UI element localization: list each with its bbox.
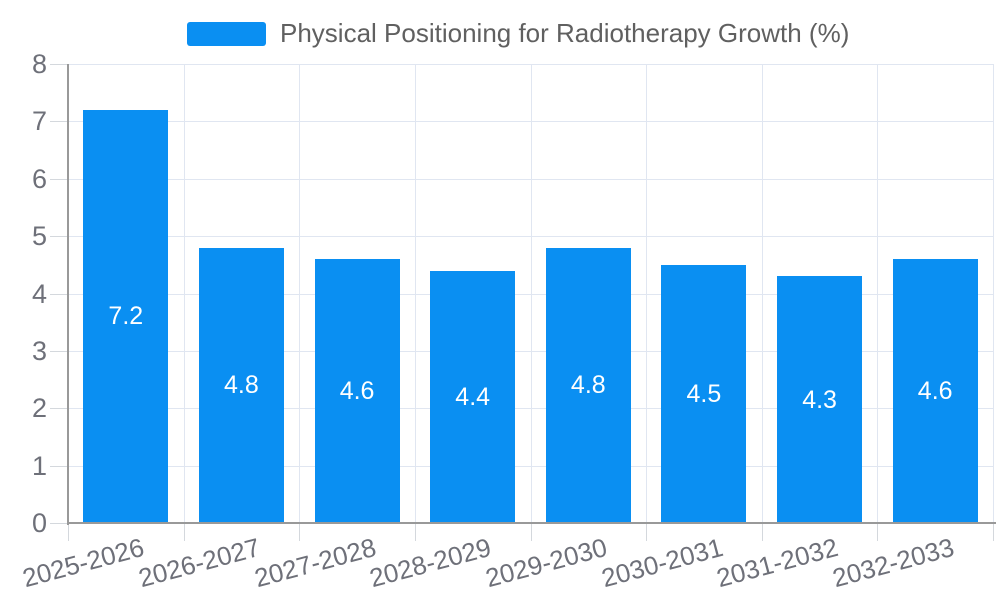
y-axis-tick-label: 4: [31, 278, 47, 309]
v-gridline: [993, 64, 994, 523]
x-axis-tick-label: 2029-2030: [482, 532, 611, 594]
x-axis-tick-label: 2025-2026: [19, 532, 148, 594]
x-axis-tick: [414, 523, 416, 541]
x-axis-tick-label: 2027-2028: [251, 532, 379, 594]
y-axis-line: [67, 64, 69, 525]
x-axis-tick-label: 2032-2033: [829, 532, 957, 594]
bar-2025-2026[interactable]: [83, 109, 169, 523]
v-gridline: [414, 64, 416, 523]
v-gridline: [183, 64, 185, 523]
v-gridline: [299, 64, 301, 523]
y-axis-tick-label: 8: [31, 49, 47, 79]
bar-2026-2027[interactable]: [198, 247, 284, 523]
x-axis-tick: [299, 523, 301, 541]
bar-2031-2032[interactable]: [777, 276, 863, 523]
v-gridline: [761, 64, 763, 523]
y-axis-tick: [50, 465, 68, 467]
y-axis-tick: [50, 293, 68, 295]
y-axis-tick: [50, 408, 68, 410]
y-axis-tick-label: 2: [31, 393, 47, 424]
x-axis-tick: [530, 523, 532, 541]
y-axis-tick: [50, 64, 68, 65]
y-axis-tick-label: 5: [31, 221, 47, 252]
bar-2027-2028[interactable]: [314, 259, 400, 523]
v-gridline: [877, 64, 879, 523]
x-axis-tick: [877, 523, 879, 541]
y-axis-tick-label: 3: [31, 335, 47, 366]
x-axis-tick: [183, 523, 185, 541]
x-axis-tick: [646, 523, 648, 541]
bar-value-label: 4.3: [802, 385, 837, 414]
legend-swatch-icon: [187, 21, 266, 46]
bar-value-label: 4.5: [686, 379, 722, 408]
x-axis-tick-label: 2028-2029: [366, 532, 495, 594]
y-axis-tick-label: 1: [31, 450, 47, 481]
v-gridline: [646, 64, 648, 523]
bar-2032-2033[interactable]: [892, 259, 978, 523]
bar-value-label: 7.2: [108, 302, 144, 331]
chart-legend[interactable]: Physical Positioning for Radiotherapy Gr…: [187, 18, 849, 49]
y-axis-tick: [50, 350, 68, 352]
x-axis-tick: [761, 523, 763, 541]
bar-2028-2029[interactable]: [430, 270, 516, 523]
y-axis-tick: [50, 523, 68, 524]
bar-value-label: 4.6: [917, 377, 953, 405]
legend-label: Physical Positioning for Radiotherapy Gr…: [280, 18, 850, 48]
bar-value-label: 4.8: [570, 371, 606, 400]
bar-2030-2031[interactable]: [661, 264, 747, 523]
y-axis-tick-label: 0: [31, 508, 47, 538]
y-axis-tick: [50, 121, 68, 123]
y-axis-tick-label: 6: [31, 163, 47, 194]
x-axis-tick-label: 2026-2027: [135, 532, 264, 594]
v-gridline: [530, 64, 532, 523]
bar-value-label: 4.4: [455, 382, 491, 411]
x-axis-tick-label: 2031-2032: [713, 532, 842, 594]
x-axis-tick: [993, 523, 994, 541]
bar-value-label: 4.6: [339, 377, 375, 405]
y-axis-tick-label: 7: [31, 106, 47, 137]
x-axis-tick-label: 2030-2031: [597, 532, 726, 594]
x-axis-line: [67, 522, 996, 524]
x-axis-tick: [68, 523, 69, 541]
bar-2029-2030[interactable]: [545, 247, 631, 523]
y-axis-tick: [50, 236, 68, 238]
bar-value-label: 4.8: [224, 371, 259, 400]
y-axis-tick: [50, 178, 68, 180]
